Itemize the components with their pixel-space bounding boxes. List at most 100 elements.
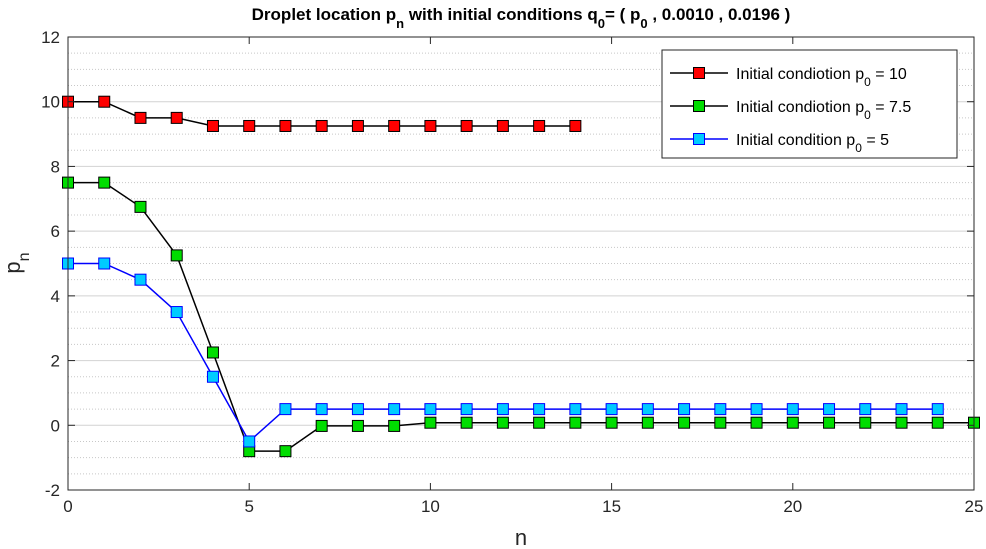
text-part: 0 [855, 141, 862, 155]
data-point [351, 419, 364, 432]
data-point [714, 416, 727, 429]
data-point [315, 419, 328, 432]
x-axis-label: n [515, 525, 527, 549]
text-part: Droplet location p [252, 5, 397, 24]
data-point [315, 403, 328, 416]
y-tick-label: -2 [45, 481, 60, 500]
text-part: n [16, 252, 33, 261]
data-point [605, 403, 618, 416]
text-part: = 5 [862, 132, 889, 149]
axes-box [67, 36, 975, 491]
data-point [931, 403, 944, 416]
text-part: = 7.5 [871, 99, 912, 116]
x-tick-label: 15 [602, 497, 621, 516]
y-tick-label: 0 [51, 416, 60, 435]
data-point [279, 445, 292, 458]
text-part: = 10 [871, 66, 907, 83]
data-point [859, 403, 872, 416]
data-point [388, 419, 401, 432]
x-tick-label: 20 [783, 497, 802, 516]
text-part: Initial condition p [736, 132, 855, 149]
data-point [895, 416, 908, 429]
data-point [750, 416, 763, 429]
y-tick-label: 8 [51, 157, 60, 176]
data-point [496, 403, 509, 416]
data-point [714, 403, 727, 416]
legend-marker [693, 133, 705, 145]
data-point [279, 119, 292, 132]
data-point [533, 119, 546, 132]
data-point [460, 416, 473, 429]
data-point [134, 111, 147, 124]
data-point [823, 416, 836, 429]
text-part: 0 [864, 108, 871, 122]
data-point [496, 119, 509, 132]
data-point [424, 119, 437, 132]
text-part: Initial condiotion p [736, 99, 864, 116]
y-tick-label: 12 [41, 28, 60, 47]
text-part: n [396, 16, 404, 31]
data-point [279, 403, 292, 416]
legend-item-2: Initial condiotion p0 = 7.5 [670, 99, 911, 122]
y-tick-label: 10 [41, 93, 60, 112]
data-point [460, 119, 473, 132]
x-tick-label: 10 [421, 497, 440, 516]
data-point [569, 403, 582, 416]
data-point [170, 249, 183, 262]
series-3 [62, 257, 944, 448]
data-point [859, 416, 872, 429]
text-part: p [0, 261, 25, 273]
text-part: Initial condiotion p [736, 66, 864, 83]
text-part: 0 [598, 16, 605, 31]
data-point [351, 119, 364, 132]
data-point [98, 257, 111, 270]
legend-item-3: Initial condition p0 = 5 [670, 132, 889, 155]
text-part: 0 [864, 75, 871, 89]
x-tick-label: 25 [965, 497, 984, 516]
data-point [206, 370, 219, 383]
chart-title: Droplet location pn with initial conditi… [252, 5, 791, 31]
y-tick-label: 4 [51, 287, 60, 306]
x-tick-label: 5 [244, 497, 253, 516]
legend-label: Initial condition p0 = 5 [736, 132, 889, 155]
data-point [533, 416, 546, 429]
data-point [98, 95, 111, 108]
data-point [460, 403, 473, 416]
data-point [170, 306, 183, 319]
data-point [823, 403, 836, 416]
data-point [931, 416, 944, 429]
legend-label: Initial condiotion p0 = 7.5 [736, 99, 911, 122]
data-point [678, 403, 691, 416]
data-point [569, 416, 582, 429]
data-point [388, 403, 401, 416]
data-point [315, 119, 328, 132]
data-point [134, 200, 147, 213]
x-tick-label: 0 [63, 497, 72, 516]
data-point [134, 273, 147, 286]
data-point [678, 416, 691, 429]
data-point [243, 119, 256, 132]
data-point [351, 403, 364, 416]
grid [68, 52, 974, 475]
data-point [496, 416, 509, 429]
data-point [750, 403, 763, 416]
text-part: with initial conditions q [404, 5, 598, 24]
data-point [424, 403, 437, 416]
data-point [641, 416, 654, 429]
data-point [641, 403, 654, 416]
y-tick-label: 2 [51, 352, 60, 371]
legend-item-1: Initial condiotion p0 = 10 [670, 66, 907, 89]
data-point [895, 403, 908, 416]
data-point [206, 119, 219, 132]
series-line [68, 181, 974, 452]
y-axis-label: pn [0, 252, 33, 273]
series-1 [62, 95, 582, 132]
legend-label: Initial condiotion p0 = 10 [736, 66, 907, 89]
legend-box [661, 49, 958, 159]
legend-marker [693, 100, 705, 112]
data-point [424, 416, 437, 429]
y-tick-label: 6 [51, 222, 60, 241]
